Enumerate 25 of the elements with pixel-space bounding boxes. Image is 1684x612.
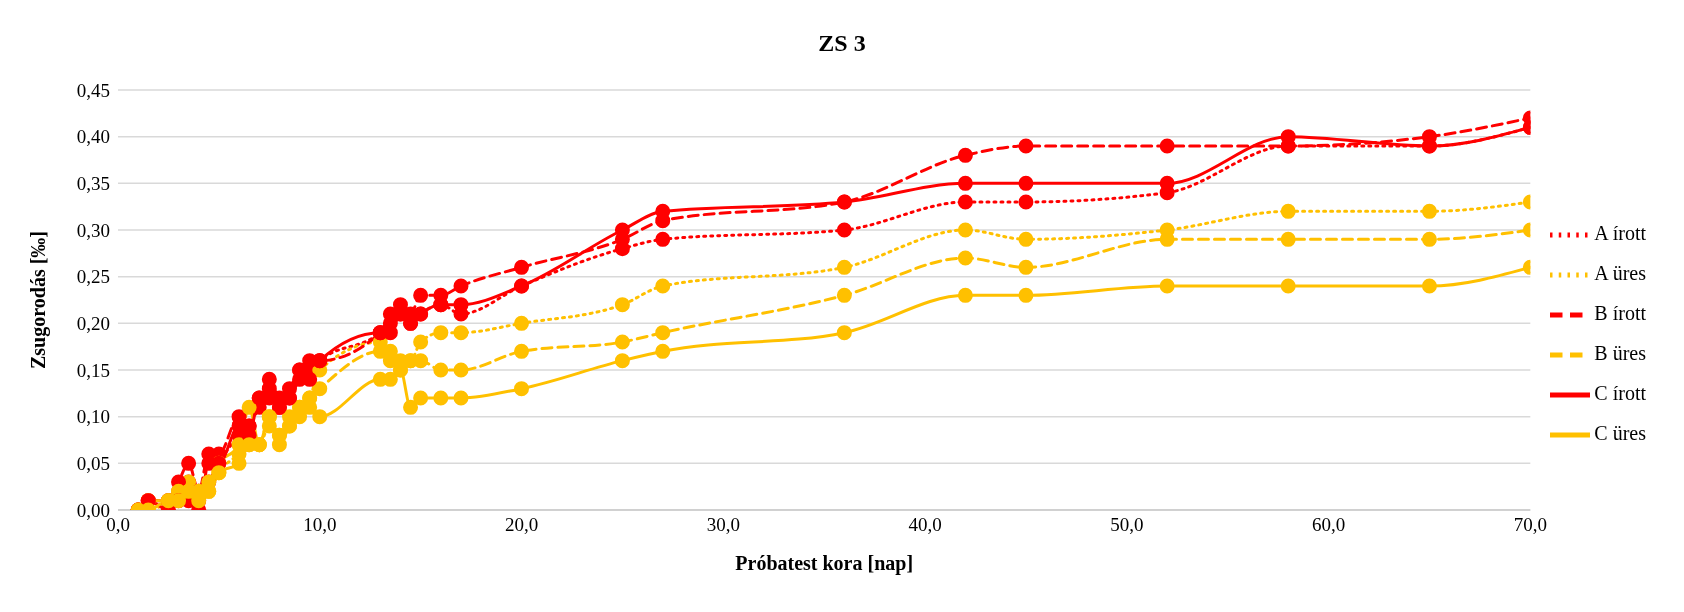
legend-label: C üres (1594, 421, 1646, 444)
chart-title: ZS 3 (817, 29, 867, 58)
y-tick-label: 0,25 (76, 266, 110, 288)
y-tick-label: 0,20 (76, 313, 110, 335)
y-tick-label: 0,15 (76, 359, 110, 381)
x-tick-label: 20,0 (504, 514, 539, 536)
x-tick-label: 70,0 (1513, 514, 1547, 536)
x-tick-label: 50,0 (1110, 514, 1144, 536)
y-tick-label: 0,45 (76, 79, 110, 101)
legend-label: C írott (1594, 381, 1646, 404)
x-tick-label: 30,0 (706, 514, 740, 536)
x-tick-label: 10,0 (303, 514, 337, 536)
x-axis-title: Próbatest kora [nap] (735, 552, 914, 575)
y-tick-label: 0,05 (76, 453, 110, 475)
y-tick-label: 0,30 (76, 219, 110, 241)
y-tick-label: 0,40 (76, 126, 110, 148)
y-axis-title: Zsugorodás [‰] (27, 231, 51, 369)
legend-label: B írott (1594, 301, 1646, 324)
x-tick-label: 40,0 (908, 514, 942, 536)
x-tick-label: 60,0 (1311, 514, 1346, 536)
legend-label: A üres (1594, 261, 1646, 284)
legend-label: A írott (1594, 221, 1646, 244)
y-tick-label: 0,35 (76, 173, 110, 195)
y-tick-label: 0,10 (76, 406, 110, 428)
legend-label: B üres (1594, 341, 1646, 364)
